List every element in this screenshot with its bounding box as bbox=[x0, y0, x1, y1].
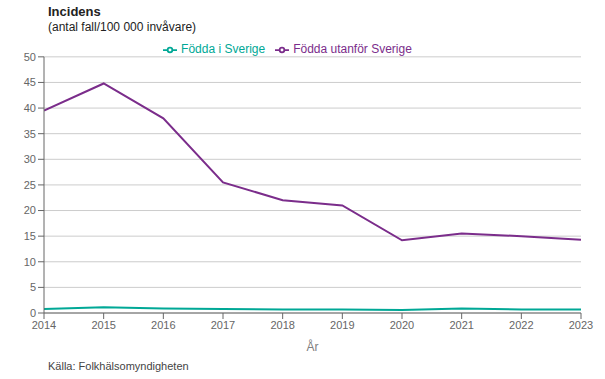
svg-text:2020: 2020 bbox=[390, 319, 414, 331]
html-text:Födda utanför Sverige: Födda utanför Sverige bbox=[293, 42, 412, 56]
svg-text:10: 10 bbox=[24, 256, 36, 268]
svg-text:50: 50 bbox=[24, 51, 36, 63]
html-text:Källa: Folkhälsomyndigheten: Källa: Folkhälsomyndigheten bbox=[48, 360, 189, 372]
svg-text:2023: 2023 bbox=[569, 319, 593, 331]
svg-text:40: 40 bbox=[24, 102, 36, 114]
html-text:(antal fall/100 000 invåvare): (antal fall/100 000 invåvare) bbox=[48, 20, 197, 34]
svg-text:2017: 2017 bbox=[211, 319, 235, 331]
html-text:Incidens: Incidens bbox=[48, 4, 101, 19]
svg-text:2018: 2018 bbox=[270, 319, 294, 331]
svg-text:20: 20 bbox=[24, 204, 36, 216]
svg-text:2015: 2015 bbox=[91, 319, 115, 331]
svg-text:2022: 2022 bbox=[509, 319, 533, 331]
svg-text:30: 30 bbox=[24, 153, 36, 165]
svg-text:5: 5 bbox=[30, 281, 36, 293]
svg-text:År: År bbox=[307, 339, 319, 354]
svg-text:2019: 2019 bbox=[330, 319, 354, 331]
svg-text:15: 15 bbox=[24, 230, 36, 242]
svg-text:0: 0 bbox=[30, 307, 36, 319]
svg-text:2014: 2014 bbox=[32, 319, 56, 331]
html-text:Födda i Sverige: Födda i Sverige bbox=[181, 42, 266, 56]
svg-text:2021: 2021 bbox=[449, 319, 473, 331]
svg-text:35: 35 bbox=[24, 128, 36, 140]
svg-text:25: 25 bbox=[24, 179, 36, 191]
svg-text:45: 45 bbox=[24, 76, 36, 88]
svg-text:2016: 2016 bbox=[151, 319, 175, 331]
